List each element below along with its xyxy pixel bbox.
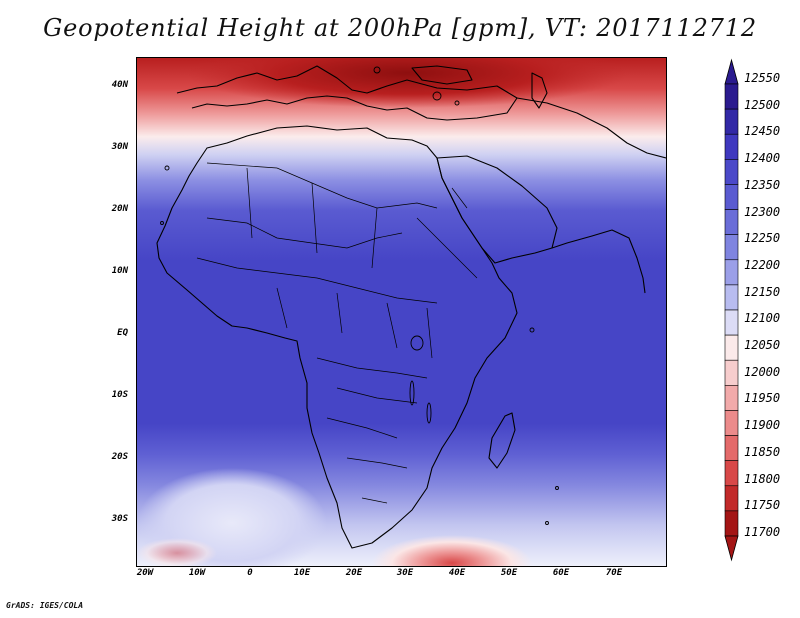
x-tick-label: 20W: [136, 568, 154, 578]
y-tick-label: 20S: [111, 452, 128, 462]
x-tick-label: 10E: [293, 568, 311, 578]
colorbar-label: 12400: [744, 151, 781, 166]
x-tick-label: 50E: [500, 568, 518, 578]
y-tick-label: 10S: [111, 390, 128, 400]
colorbar-label: 11800: [744, 471, 781, 486]
colorbar-label: 11850: [744, 444, 781, 459]
south-high-core: [372, 535, 532, 566]
y-tick-label: 40N: [111, 80, 128, 90]
x-tick-label: 40E: [448, 568, 466, 578]
colorbar-swatch: [724, 309, 739, 336]
x-tick-label: 30E: [396, 568, 414, 578]
x-tick-label: 60E: [552, 568, 570, 578]
north-high-core: [187, 58, 627, 108]
colorbar-swatch: [724, 259, 739, 286]
colorbar-label: 12450: [744, 124, 781, 139]
colorbar-label: 11700: [744, 525, 781, 539]
colorbar-label: 12500: [744, 97, 781, 112]
colorbar-label: 12150: [744, 284, 781, 299]
colorbar-swatch: [724, 209, 739, 235]
y-tick-label: 20N: [111, 204, 128, 214]
colorbar-bottom-arrow: [724, 535, 739, 562]
country-borders: [196, 162, 478, 504]
colorbar-label: 12100: [744, 311, 781, 326]
colorbar-label: 12050: [744, 338, 781, 353]
coastlines: [156, 65, 666, 549]
y-tick-label: 30N: [111, 142, 128, 152]
y-tick-label: 10N: [111, 266, 128, 276]
colorbar-label: 12200: [744, 257, 781, 272]
colorbar-swatch: [724, 108, 739, 135]
colorbar-label: 12550: [744, 71, 781, 85]
colorbar-swatch: [724, 159, 739, 185]
credit-text: GrADS: IGES/COLA: [6, 601, 84, 610]
colorbar-swatch: [724, 133, 739, 160]
colorbar-label: 12000: [744, 364, 781, 379]
colorbar-label: 12300: [744, 204, 781, 219]
x-tick-label: 0: [247, 568, 253, 578]
x-tick-label: 20E: [345, 568, 363, 578]
colorbar-label: 11900: [744, 418, 781, 433]
colorbar-swatch: [724, 485, 739, 512]
colorbar-swatch: [724, 184, 739, 210]
map-panel: [136, 57, 667, 567]
y-tick-label: EQ: [117, 328, 128, 338]
colorbar-top-arrow: [724, 58, 739, 85]
colorbar-swatch: [724, 385, 739, 411]
colorbar-swatch: [724, 284, 739, 311]
y-tick-label: 30S: [111, 514, 128, 524]
colorbar-swatch: [724, 510, 739, 537]
colorbar-swatch: [724, 435, 739, 461]
colorbar-swatch: [724, 334, 739, 361]
colorbar-swatch: [724, 460, 739, 487]
lakes-islands: [160, 66, 559, 525]
south-west-high: [137, 538, 217, 566]
colorbar-label: 11750: [744, 498, 781, 513]
colorbar-label: 11950: [744, 391, 781, 406]
chart-title: Geopotential Height at 200hPa [gpm], VT:…: [43, 14, 757, 42]
colorbar-swatch: [724, 234, 739, 261]
colorbar-swatch: [724, 83, 739, 110]
x-tick-label: 70E: [605, 568, 623, 578]
colorbar-label: 12250: [744, 231, 781, 246]
x-tick-label: 10W: [188, 568, 206, 578]
colorbar-swatch: [724, 410, 739, 436]
colorbar-swatch: [724, 359, 739, 386]
colorbar-label: 12350: [744, 177, 781, 192]
